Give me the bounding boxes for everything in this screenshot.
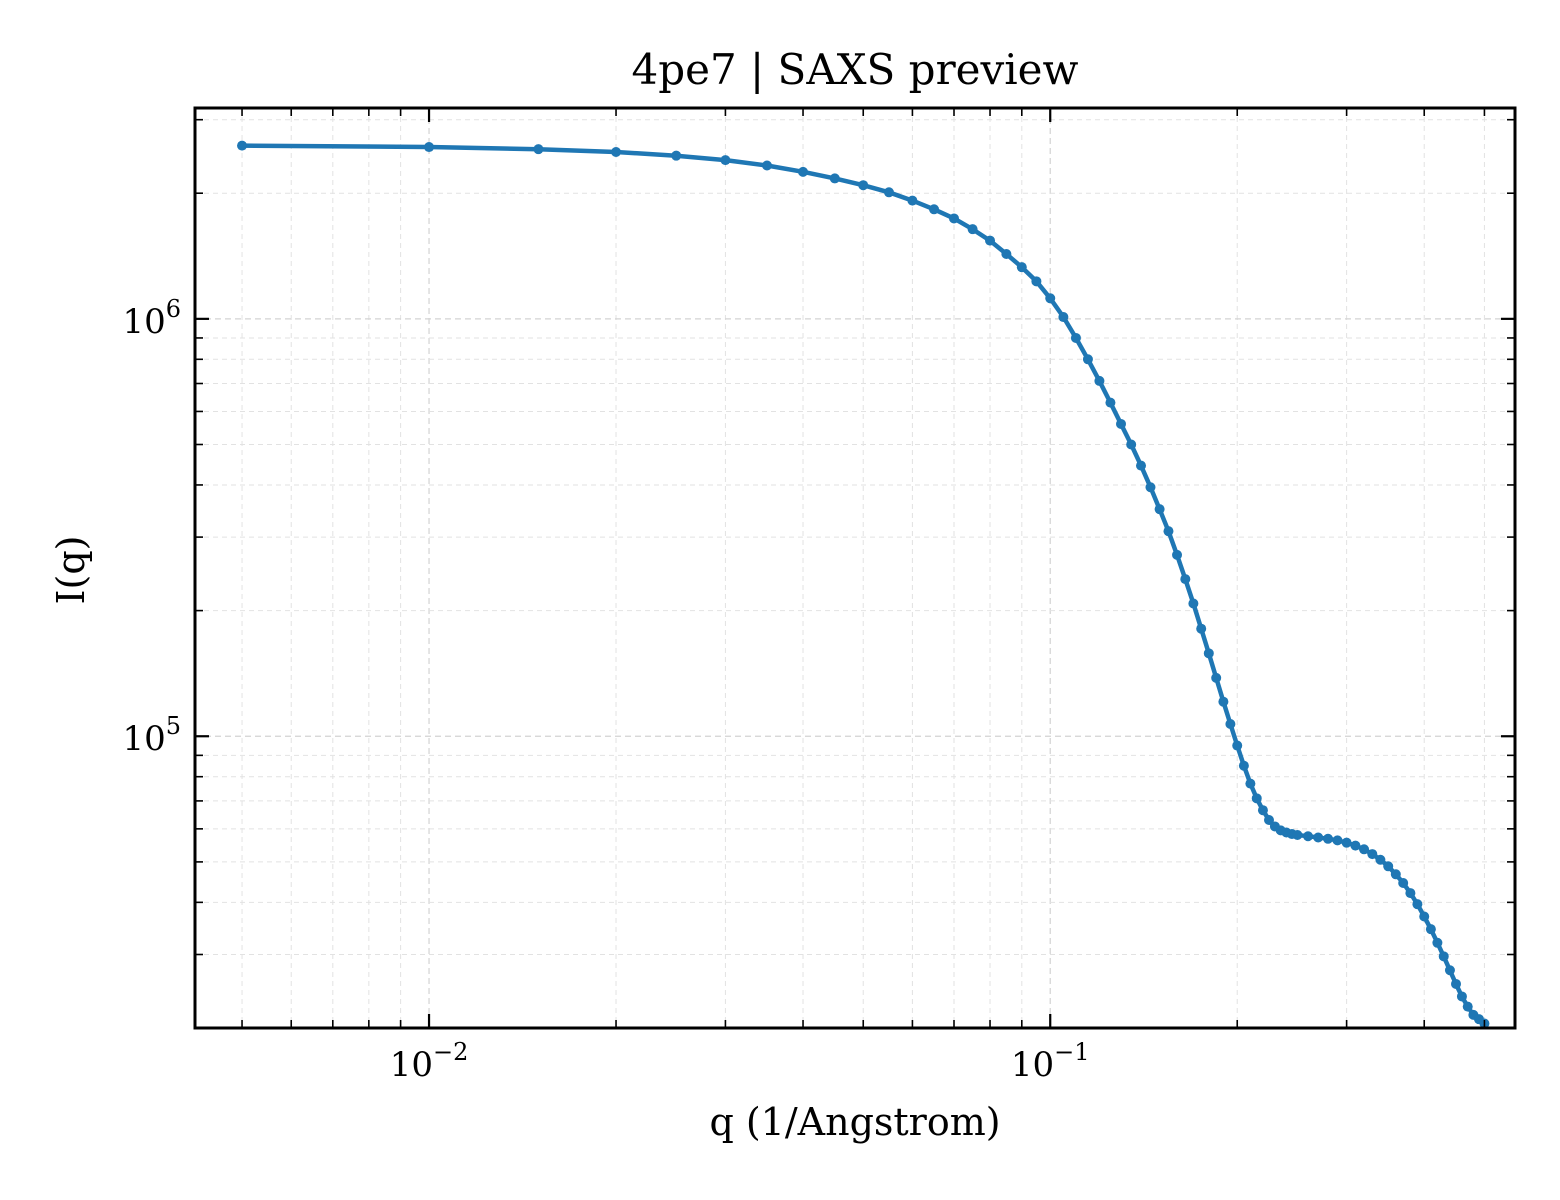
data-point <box>1419 911 1430 922</box>
data-point <box>1094 375 1105 386</box>
data-point <box>798 166 809 177</box>
data-point <box>1180 574 1191 585</box>
data-point <box>533 144 544 155</box>
data-point <box>1405 888 1416 899</box>
grid-lines <box>195 108 1515 1029</box>
data-point <box>1172 549 1183 560</box>
data-point <box>883 187 894 198</box>
data-point <box>1225 718 1236 729</box>
data-point <box>1211 672 1222 683</box>
data-point <box>1116 418 1127 429</box>
data-point <box>1313 832 1324 843</box>
data-point <box>671 150 682 161</box>
data-point <box>1398 878 1409 889</box>
data-point <box>1412 899 1423 910</box>
data-point <box>829 173 840 184</box>
data-point <box>1257 805 1268 816</box>
data-point <box>1444 965 1455 976</box>
data-point <box>1350 840 1361 851</box>
data-point <box>1359 844 1370 855</box>
x-axis-label: q (1/Angstrom) <box>709 1100 1000 1144</box>
data-point <box>985 235 996 246</box>
data-point <box>1383 861 1394 872</box>
y-tick-label: 105 <box>122 712 181 759</box>
data-point <box>1367 849 1378 860</box>
data-point <box>1323 833 1334 844</box>
data-point <box>1031 276 1042 287</box>
data-point <box>1016 262 1027 273</box>
data-point <box>1462 1001 1473 1012</box>
data-point <box>1163 526 1174 537</box>
data-point <box>1341 837 1352 848</box>
data-point <box>611 147 622 158</box>
data-point <box>929 204 940 215</box>
data-point <box>1425 924 1436 935</box>
data-series <box>237 140 1490 1029</box>
data-point <box>1232 740 1243 751</box>
data-point <box>1264 815 1275 826</box>
data-point <box>1001 249 1012 260</box>
data-point <box>1058 312 1069 323</box>
data-point <box>1203 648 1214 659</box>
data-point <box>1082 354 1093 365</box>
x-tick-label: 10−1 <box>1011 1038 1090 1085</box>
data-point <box>858 180 869 191</box>
data-point <box>1251 793 1262 804</box>
data-point <box>1451 978 1462 989</box>
data-point <box>1218 696 1229 707</box>
data-point <box>1292 829 1303 840</box>
data-point <box>1438 951 1449 962</box>
data-point <box>1070 332 1081 343</box>
data-point <box>1188 598 1199 609</box>
data-point <box>762 160 773 171</box>
data-point <box>1303 831 1314 842</box>
data-point <box>1105 397 1116 408</box>
data-point <box>1126 439 1137 450</box>
data-point <box>1145 482 1156 493</box>
x-tick-label: 10−2 <box>390 1038 469 1085</box>
axis-ticks <box>195 108 1515 1029</box>
plot-frame <box>193 106 1517 1030</box>
data-point <box>1238 760 1249 771</box>
tick-labels: 10−2 10−1 105 106 <box>122 295 1089 1085</box>
data-point <box>1245 778 1256 789</box>
data-point <box>1456 991 1467 1002</box>
data-point <box>424 142 435 153</box>
data-point <box>1332 835 1343 846</box>
data-point <box>967 224 978 235</box>
data-point <box>1390 869 1401 880</box>
data-point <box>949 213 960 224</box>
data-point <box>1154 504 1165 515</box>
data-point <box>1196 623 1207 634</box>
data-point <box>720 155 731 166</box>
chart-title: 4pe7 | SAXS preview <box>632 45 1079 94</box>
data-point <box>1432 937 1443 948</box>
data-point <box>1045 293 1056 304</box>
y-axis-label: I(q) <box>49 536 93 605</box>
data-point <box>907 195 918 206</box>
y-tick-label: 106 <box>122 295 181 342</box>
data-point <box>237 140 248 151</box>
data-point <box>1136 460 1147 471</box>
data-point <box>1375 854 1386 865</box>
